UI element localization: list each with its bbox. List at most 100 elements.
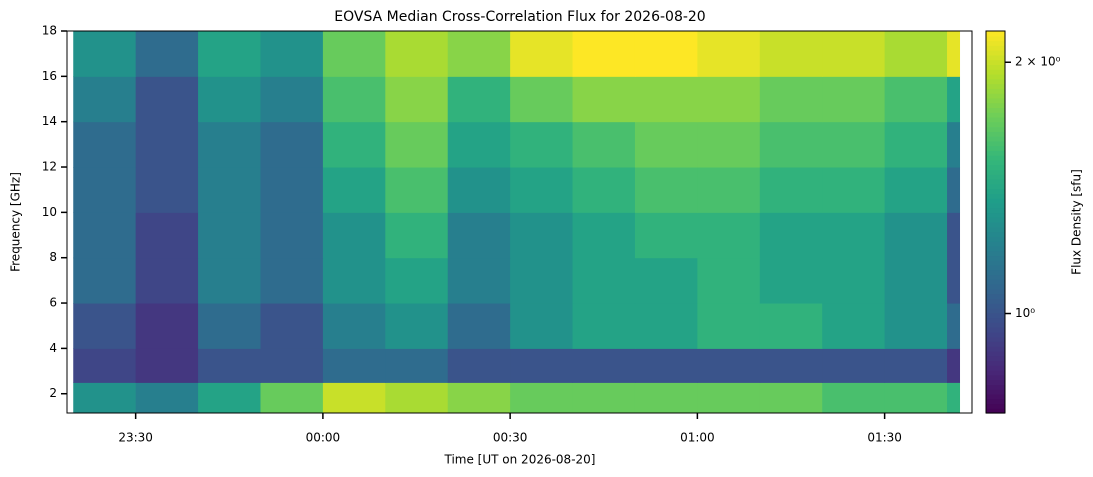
colorbar-segment	[986, 384, 1005, 390]
heatmap-cell	[572, 212, 636, 259]
colorbar-segment	[986, 212, 1005, 218]
heatmap-cell	[447, 76, 511, 123]
heatmap-cell	[634, 257, 698, 304]
heatmap-cell	[198, 348, 261, 383]
heatmap-cell	[510, 121, 574, 168]
colorbar-segment	[986, 250, 1005, 257]
heatmap-cell	[634, 382, 698, 414]
colorbar-segment	[986, 279, 1005, 285]
colorbar-segment	[986, 245, 1005, 252]
chart-title: EOVSA Median Cross-Correlation Flux for …	[334, 9, 705, 25]
colorbar-segment	[986, 35, 1005, 42]
colorbar-tick-label: 10⁰	[1015, 306, 1035, 320]
colorbar-segment	[986, 207, 1005, 214]
heatmap-cell	[947, 121, 961, 168]
heatmap-cell	[322, 303, 386, 349]
heatmap-cell	[759, 212, 823, 259]
heatmap-cell	[572, 303, 636, 349]
heatmap-cell	[198, 212, 261, 259]
colorbar-segment	[986, 303, 1005, 309]
colorbar-segment	[986, 217, 1005, 223]
heatmap-cell	[198, 31, 261, 77]
heatmap-cell	[947, 382, 961, 414]
colorbar-segment	[986, 312, 1005, 319]
heatmap-cell	[884, 31, 948, 77]
heatmap-cell	[884, 257, 948, 304]
heatmap-cell	[260, 76, 324, 123]
heatmap-cell	[510, 76, 574, 123]
colorbar-segment	[986, 293, 1005, 299]
heatmap-cell	[697, 348, 761, 383]
colorbar-segment	[986, 350, 1005, 357]
heatmap-cell	[447, 348, 511, 383]
heatmap-cell	[634, 121, 698, 168]
colorbar-segment	[986, 307, 1005, 314]
heatmap-cell	[759, 303, 823, 349]
colorbar-segment	[986, 121, 1005, 128]
heatmap-cell	[198, 167, 261, 213]
heatmap-cell	[822, 257, 886, 304]
colorbar-segment	[986, 169, 1005, 175]
colorbar-segment	[986, 398, 1005, 405]
colorbar-segment	[986, 145, 1005, 151]
colorbar-segment	[986, 365, 1005, 371]
x-tick-label: 00:00	[306, 431, 341, 445]
heatmap-cell	[135, 382, 199, 414]
heatmap-cell	[572, 257, 636, 304]
heatmap-cell	[73, 31, 137, 77]
heatmap-cell	[634, 76, 698, 123]
colorbar-label: Flux Density [sfu]	[1070, 169, 1084, 275]
heatmap-cell	[697, 303, 761, 349]
heatmap-cell	[260, 348, 324, 383]
colorbar-segment	[986, 107, 1005, 113]
colorbar-segment	[986, 393, 1005, 400]
heatmap-cell	[759, 348, 823, 383]
heatmap-cell	[759, 121, 823, 168]
heatmap-cell	[510, 31, 574, 77]
colorbar-segment	[986, 360, 1005, 366]
heatmap-cell	[322, 76, 386, 123]
heatmap-cell	[135, 303, 199, 349]
colorbar-segment	[986, 374, 1005, 381]
heatmap-cell	[697, 167, 761, 213]
heatmap-cell	[385, 303, 449, 349]
heatmap-cell	[697, 121, 761, 168]
heatmap-cell	[822, 76, 886, 123]
heatmap-cell	[634, 212, 698, 259]
heatmap-cell	[260, 382, 324, 414]
colorbar-segment	[986, 403, 1005, 409]
y-tick-label: 2	[49, 386, 57, 400]
colorbar-segment	[986, 45, 1005, 51]
x-tick-label: 23:30	[118, 431, 153, 445]
colorbar-segment	[986, 226, 1005, 233]
heatmap-cell	[135, 348, 199, 383]
heatmap-cell	[198, 382, 261, 414]
heatmap-cell	[510, 303, 574, 349]
heatmap-cell	[447, 31, 511, 77]
heatmap-cell	[759, 31, 823, 77]
heatmap-cell	[759, 382, 823, 414]
colorbar-segment	[986, 236, 1005, 242]
colorbar-segment	[986, 222, 1005, 228]
colorbar-segment	[986, 40, 1005, 46]
colorbar-segment	[986, 336, 1005, 342]
heatmap-cell	[947, 348, 961, 383]
heatmap-cell	[73, 348, 137, 383]
colorbar-segment	[986, 102, 1005, 108]
heatmap-cell	[947, 76, 961, 123]
colorbar-segment	[986, 370, 1005, 376]
heatmap-cell	[947, 212, 961, 259]
heatmap-cell	[260, 303, 324, 349]
heatmap-cell	[634, 31, 698, 77]
y-tick-label: 10	[42, 205, 57, 219]
colorbar-segment	[986, 317, 1005, 323]
heatmap-cell	[510, 348, 574, 383]
colorbar-segment	[986, 131, 1005, 137]
heatmap-cell	[759, 167, 823, 213]
colorbar-segment	[986, 231, 1005, 237]
colorbar-segment	[986, 150, 1005, 156]
colorbar-segment	[986, 174, 1005, 180]
heatmap-cell	[73, 212, 137, 259]
y-tick-label: 4	[49, 341, 57, 355]
heatmap-cell	[884, 382, 948, 414]
